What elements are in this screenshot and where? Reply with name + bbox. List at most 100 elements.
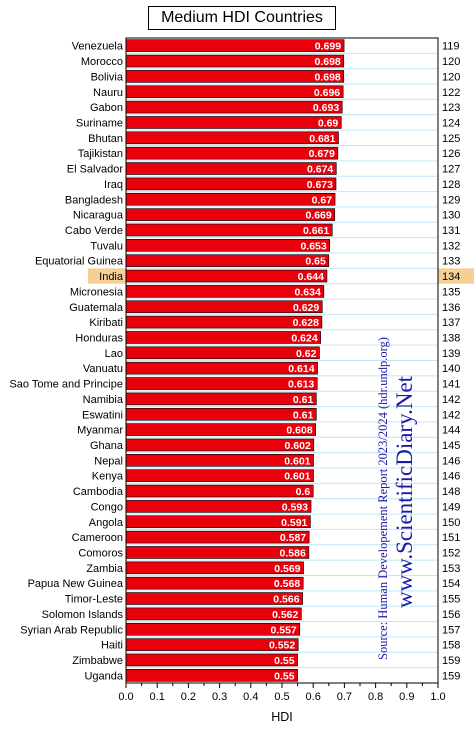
rank-label: 158 (442, 640, 460, 652)
x-tick-label: 0.2 (181, 691, 196, 703)
bar-value-label: 0.593 (282, 501, 308, 513)
rank-label: 157 (442, 624, 460, 636)
bar (125, 116, 342, 129)
category-label: Nicaragua (73, 210, 124, 222)
category-label: Tajikistan (78, 148, 123, 160)
category-label: Kenya (92, 471, 124, 483)
category-label: Angola (89, 517, 124, 529)
bar (125, 223, 333, 237)
category-label: Zimbabwe (72, 655, 123, 667)
rank-label: 142 (442, 394, 460, 406)
bar (125, 239, 331, 252)
category-label: Syrian Arab Republic (20, 624, 123, 636)
rank-label: 127 (442, 164, 460, 176)
bar-value-label: 0.69 (318, 117, 339, 129)
bar-value-label: 0.608 (286, 425, 312, 437)
rank-label: 142 (442, 409, 460, 421)
rank-label: 138 (442, 332, 460, 344)
rank-label: 134 (442, 271, 460, 283)
category-label: Timor-Leste (65, 594, 123, 606)
rank-label: 135 (442, 286, 460, 298)
category-label: Namibia (83, 394, 124, 406)
rank-label: 136 (442, 302, 460, 314)
category-label: Cambodia (73, 486, 124, 498)
category-label: Sao Tome and Principe (9, 379, 123, 391)
rank-label: 128 (442, 179, 460, 191)
bar (125, 192, 336, 206)
rank-label: 153 (442, 563, 460, 575)
bar-value-label: 0.653 (300, 240, 326, 252)
rank-label: 151 (442, 532, 460, 544)
rank-label: 120 (442, 71, 460, 83)
x-tick-label: 0.0 (118, 691, 133, 703)
bar-value-label: 0.601 (284, 455, 310, 467)
rank-label: 159 (442, 670, 460, 682)
bar-value-label: 0.562 (272, 609, 298, 621)
bar-value-label: 0.552 (269, 640, 295, 652)
bar-value-label: 0.613 (288, 379, 314, 391)
category-label: Solomon Islands (42, 609, 124, 621)
bar-value-label: 0.644 (298, 271, 324, 283)
bar-value-label: 0.55 (274, 670, 295, 682)
category-label: Kiribati (89, 317, 123, 329)
highlight-band-left (88, 268, 126, 284)
category-label: Papua New Guinea (28, 578, 124, 590)
category-label: Lao (105, 348, 123, 360)
category-label: Comoros (78, 547, 123, 559)
bar-value-label: 0.601 (284, 471, 310, 483)
rank-label: 152 (442, 547, 460, 559)
rank-label: 140 (442, 363, 460, 375)
bar-value-label: 0.661 (303, 225, 329, 237)
bar (125, 85, 344, 99)
rank-label: 159 (442, 655, 460, 667)
category-label: Nepal (94, 455, 123, 467)
bar-value-label: 0.624 (291, 332, 317, 344)
category-label: India (99, 271, 124, 283)
category-label: Suriname (76, 117, 123, 129)
rank-label: 137 (442, 317, 460, 329)
x-tick-label: 0.1 (150, 691, 165, 703)
rank-label: 133 (442, 256, 460, 268)
category-label: Vanuatu (83, 363, 123, 375)
rank-label: 126 (442, 148, 460, 160)
bar-value-label: 0.6 (296, 486, 311, 498)
rank-label: 155 (442, 594, 460, 606)
bar-value-label: 0.566 (273, 594, 299, 606)
bar-value-label: 0.674 (307, 164, 333, 176)
category-label: Bangladesh (65, 194, 123, 206)
bar-value-label: 0.67 (312, 194, 333, 206)
x-tick-label: 0.7 (337, 691, 352, 703)
highlight-band-right (438, 268, 474, 284)
bar-value-label: 0.614 (288, 363, 314, 375)
x-tick-label: 0.8 (368, 691, 383, 703)
bar-value-label: 0.634 (295, 286, 321, 298)
bar-value-label: 0.61 (293, 394, 314, 406)
category-label: Gabon (90, 102, 123, 114)
bar-value-label: 0.698 (314, 56, 340, 68)
category-label: Bhutan (88, 133, 123, 145)
x-tick-label: 0.4 (243, 691, 258, 703)
category-label: Zambia (86, 563, 124, 575)
rank-label: 120 (442, 56, 460, 68)
bar (125, 346, 320, 360)
category-label: Guatemala (69, 302, 124, 314)
rank-label: 132 (442, 240, 460, 252)
rank-label: 129 (442, 194, 460, 206)
bar-value-label: 0.55 (274, 655, 295, 667)
watermark: www.ScientificDiary.Net (392, 375, 417, 608)
x-tick-label: 0.5 (274, 691, 289, 703)
bar (125, 208, 336, 221)
bar-value-label: 0.673 (307, 179, 333, 191)
x-tick-label: 0.9 (399, 691, 414, 703)
rank-label: 139 (442, 348, 460, 360)
bar-value-label: 0.629 (293, 302, 319, 314)
bar-value-label: 0.65 (305, 256, 326, 268)
category-label: Venezuela (72, 41, 124, 53)
rank-label: 150 (442, 517, 460, 529)
bar-value-label: 0.591 (281, 517, 307, 529)
bar (125, 407, 317, 421)
rank-label: 124 (442, 117, 460, 129)
rank-label: 125 (442, 133, 460, 145)
bar (125, 484, 314, 498)
rank-label: 119 (442, 41, 460, 53)
